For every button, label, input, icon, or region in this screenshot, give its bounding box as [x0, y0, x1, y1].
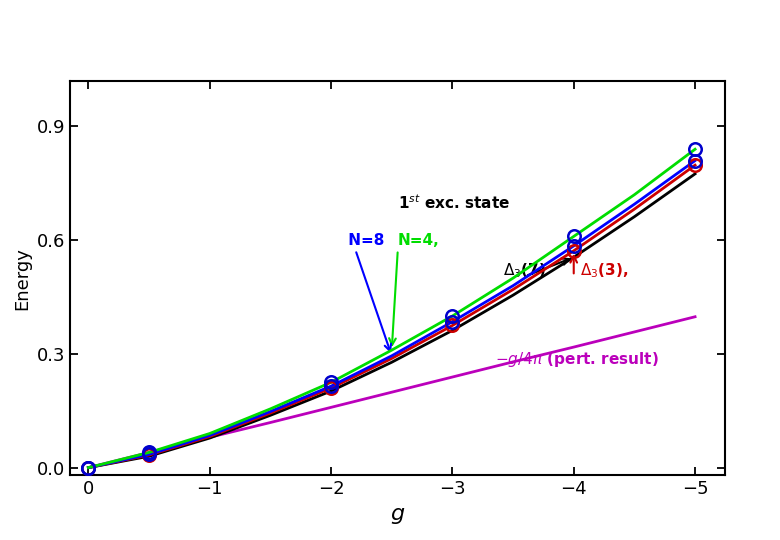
- Y-axis label: Energy: Energy: [13, 247, 31, 309]
- Text: $\Delta_3$(7): $\Delta_3$(7): [503, 261, 547, 280]
- Text: $\Delta_3$(3),: $\Delta_3$(3),: [580, 261, 629, 280]
- Text: $-g/4\pi$ (pert. result): $-g/4\pi$ (pert. result): [495, 350, 659, 369]
- Text: N=8: N=8: [343, 233, 385, 248]
- Text: 1$^{st}$ exc. state: 1$^{st}$ exc. state: [398, 193, 510, 212]
- Text: Extracted pairing gaps: Extracted pairing gaps: [221, 19, 559, 45]
- Text: N=4,: N=4,: [398, 233, 440, 248]
- X-axis label: g: g: [391, 504, 405, 524]
